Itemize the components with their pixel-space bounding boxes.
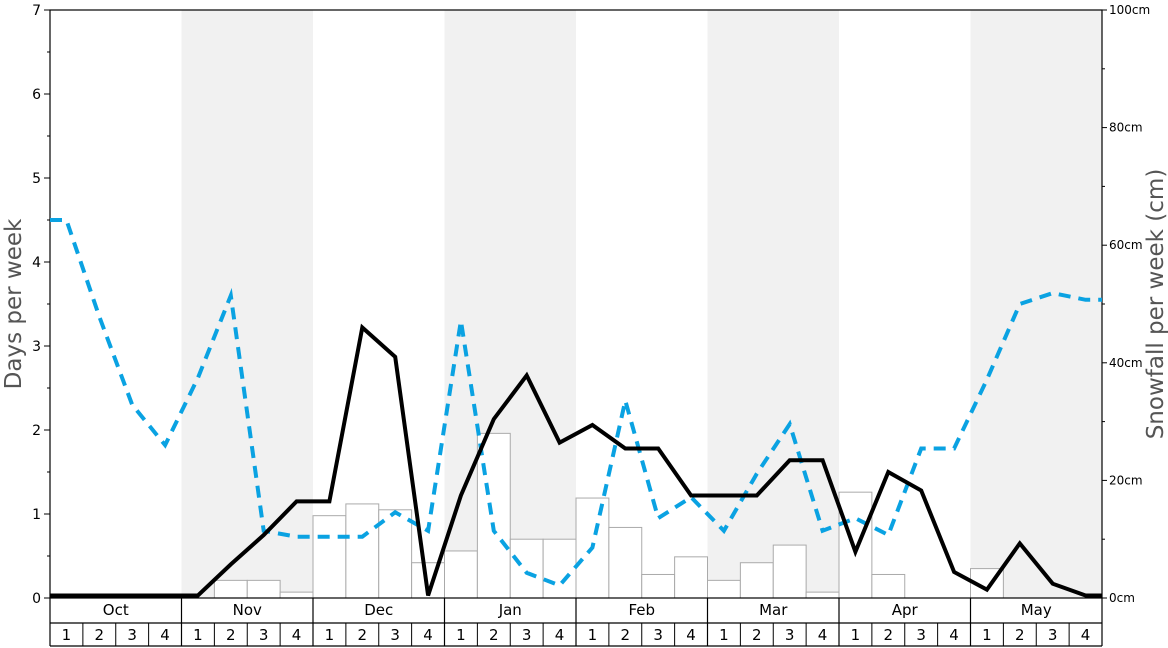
snowfall-bar (246, 579, 281, 599)
week-label: 4 (555, 626, 565, 644)
week-label: 4 (686, 626, 696, 644)
snowfall-bars (213, 432, 1004, 599)
week-label: 2 (489, 626, 499, 644)
right-tick-label: 80cm (1109, 121, 1143, 135)
snowfall-bar (378, 509, 413, 599)
right-axis-ticks: 0cm 20cm 40cm 60cm 80cm 100cm (1102, 3, 1150, 605)
month-label: May (1021, 601, 1052, 619)
snowfall-bar (345, 503, 380, 599)
left-tick-label: 4 (32, 255, 41, 271)
snowfall-bar (805, 591, 840, 599)
month-band-nov (181, 10, 313, 598)
week-label: 3 (916, 626, 926, 644)
right-tick-label: 40cm (1109, 356, 1143, 370)
week-label: 3 (522, 626, 532, 644)
right-tick-label: 0cm (1109, 591, 1135, 605)
snowfall-bar (312, 515, 347, 599)
week-label: 1 (982, 626, 992, 644)
snowfall-bar (707, 579, 741, 599)
week-label: 2 (358, 626, 368, 644)
left-tick-label: 5 (32, 171, 41, 187)
month-label: Jan (498, 601, 522, 619)
week-label: 3 (1048, 626, 1058, 644)
left-tick-label: 7 (32, 3, 41, 19)
week-label: 2 (884, 626, 894, 644)
week-label: 2 (621, 626, 631, 644)
left-tick-label: 1 (32, 507, 41, 523)
snowfall-bar (641, 573, 676, 599)
month-label: Apr (892, 601, 919, 619)
week-label: 2 (95, 626, 105, 644)
left-axis-label: Days per week (1, 218, 27, 389)
week-label: 1 (588, 626, 598, 644)
week-label: 4 (292, 626, 302, 644)
week-label: 4 (949, 626, 959, 644)
dashed-series-line (50, 218, 1102, 588)
snowfall-bar (608, 526, 643, 599)
snowfall-bar (444, 550, 478, 599)
month-label: Feb (628, 601, 655, 619)
snowfall-bar (509, 538, 544, 599)
week-label: 4 (1081, 626, 1091, 644)
week-label: 3 (785, 626, 795, 644)
month-label: Oct (103, 601, 129, 619)
snowfall-bar (772, 544, 807, 599)
month-band-may (970, 10, 1102, 598)
right-tick-label: 100cm (1109, 3, 1150, 17)
snowfall-bar (871, 573, 906, 599)
week-label: 4 (818, 626, 828, 644)
week-label: 1 (851, 626, 861, 644)
month-shading-bands (181, 10, 1102, 598)
week-label: 3 (259, 626, 269, 644)
snowfall-bar (279, 591, 314, 599)
snowfall-bar (542, 538, 577, 599)
snowfall-bar (838, 491, 873, 599)
left-tick-label: 6 (32, 87, 41, 103)
week-label: 3 (653, 626, 663, 644)
snowfall-bar (213, 579, 248, 599)
right-tick-label: 60cm (1109, 238, 1143, 252)
left-tick-label: 3 (32, 339, 41, 355)
week-label: 1 (62, 626, 72, 644)
week-label: 3 (390, 626, 400, 644)
week-label: 2 (1015, 626, 1025, 644)
week-label: 2 (226, 626, 236, 644)
month-label: Dec (364, 601, 393, 619)
x-axis-table: Oct 1 2 3 4 Nov 1 2 3 4 Dec 1 2 3 4 Jan 1 2 3 4 Feb 1 2 3 4 Mar 1 2… (49, 598, 1103, 647)
month-label: Mar (759, 601, 788, 619)
week-label: 1 (193, 626, 203, 644)
left-axis-ticks: 0 1 2 3 4 5 6 7 (32, 3, 50, 607)
left-tick-label: 2 (32, 423, 41, 439)
month-band-mar (707, 10, 839, 598)
week-label: 4 (423, 626, 433, 644)
right-tick-label: 20cm (1109, 473, 1143, 487)
solid-series-line (50, 323, 1102, 598)
week-label: 3 (127, 626, 137, 644)
week-label: 1 (719, 626, 729, 644)
left-tick-label: 0 (32, 591, 41, 607)
right-axis-label: Snowfall per week (cm) (1143, 169, 1168, 440)
week-label: 1 (325, 626, 335, 644)
week-label: 4 (160, 626, 170, 644)
week-label: 1 (456, 626, 466, 644)
snowfall-bar (739, 562, 774, 599)
month-label: Nov (233, 601, 262, 619)
week-label: 2 (752, 626, 762, 644)
snowfall-bar (674, 556, 708, 599)
snowfall-bar (476, 432, 511, 599)
